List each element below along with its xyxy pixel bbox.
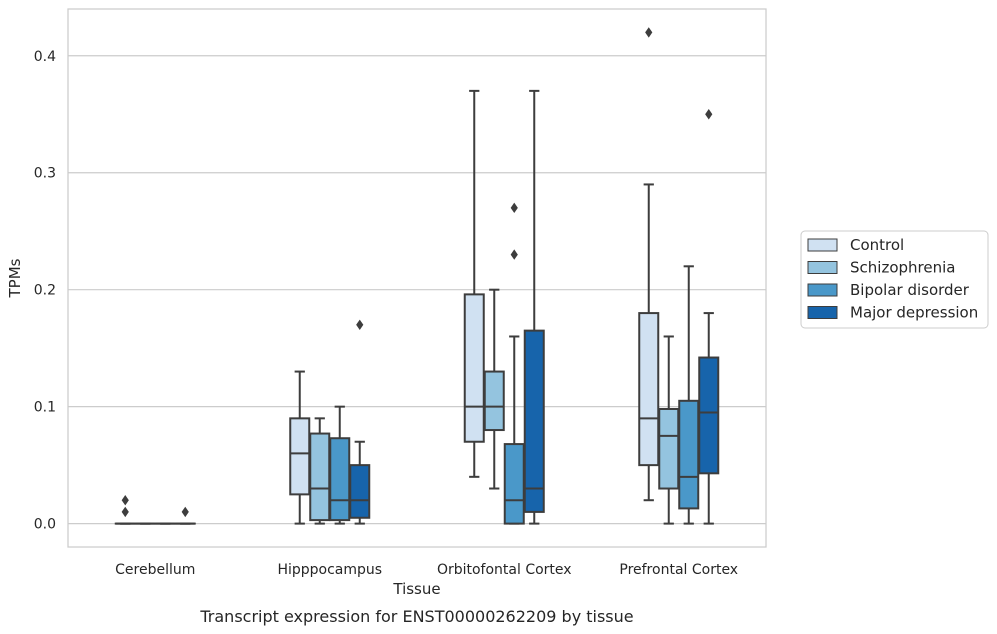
box-1-1 (309, 417, 331, 525)
box-3-2 (678, 265, 700, 525)
box-0-0 (114, 495, 136, 525)
y-tick-label: 0.4 (34, 49, 56, 65)
y-tick-label: 0.0 (34, 517, 56, 533)
box-2-0 (463, 89, 485, 478)
legend-item: Bipolar disorder (807, 281, 970, 299)
legend-swatch (807, 306, 838, 319)
x-tick-label: Cerebellum (115, 562, 195, 578)
box-body (309, 432, 331, 522)
legend-swatch (807, 261, 838, 274)
y-tick-label: 0.3 (34, 166, 56, 182)
box-3-3 (698, 109, 720, 525)
outlier-point (510, 249, 518, 260)
outlier-point (121, 495, 129, 506)
plot-frame (67, 8, 767, 548)
box-body (503, 443, 525, 525)
y-tick-label: 0.2 (34, 283, 56, 299)
outlier-point (356, 319, 364, 330)
outlier-point (510, 202, 518, 214)
legend-item: Schizophrenia (807, 259, 955, 277)
box-1-3 (349, 319, 371, 525)
legend-swatch (807, 283, 838, 297)
y-axis-label: TPMs (6, 258, 24, 298)
x-tick-label: Prefrontal Cortex (619, 562, 738, 578)
box-body (678, 399, 700, 510)
box-body (658, 407, 680, 490)
box-0-3 (174, 506, 196, 525)
box-2-1 (483, 288, 505, 490)
x-axis-label: Tissue (392, 580, 440, 598)
box-series (114, 27, 720, 525)
legend-swatch (807, 238, 838, 252)
outlier-point (181, 506, 189, 518)
box-body (523, 329, 545, 513)
box-3-0 (638, 27, 660, 502)
outlier-point (705, 109, 713, 120)
box-body (698, 356, 720, 475)
outlier-point (645, 27, 653, 38)
box-body (349, 464, 371, 519)
box-1-2 (329, 405, 351, 525)
figure-caption: Transcript expression for ENST0000026220… (199, 607, 633, 626)
box-body (329, 437, 351, 522)
legend-label: Control (850, 236, 904, 254)
legend-label: Major depression (850, 304, 978, 322)
legend: Control Schizophrenia Bipolar disorder Majo… (800, 230, 989, 329)
x-tick-label: Orbitofontal Cortex (437, 562, 572, 578)
legend-label: Schizophrenia (850, 259, 955, 277)
box-body (638, 312, 660, 467)
box-body (463, 293, 485, 443)
box-2-3 (523, 89, 545, 525)
box-body (483, 370, 505, 432)
box-1-0 (289, 370, 311, 525)
x-tick-label: Hipppocampus (277, 562, 382, 578)
legend-item: Control (807, 236, 904, 254)
legend-label: Bipolar disorder (850, 281, 970, 299)
legend-frame (800, 230, 989, 329)
box-2-2 (503, 202, 525, 525)
outlier-point (121, 506, 129, 518)
box-body (289, 417, 311, 496)
y-tick-label: 0.1 (34, 400, 56, 416)
legend-item: Major depression (807, 304, 978, 322)
x-tick-labels: Cerebellum Hipppocampus Orbitofontal Corte… (115, 562, 738, 578)
box-3-1 (658, 335, 680, 525)
y-tick-labels: 0.0 0.1 0.2 0.3 0.4 (34, 49, 56, 533)
